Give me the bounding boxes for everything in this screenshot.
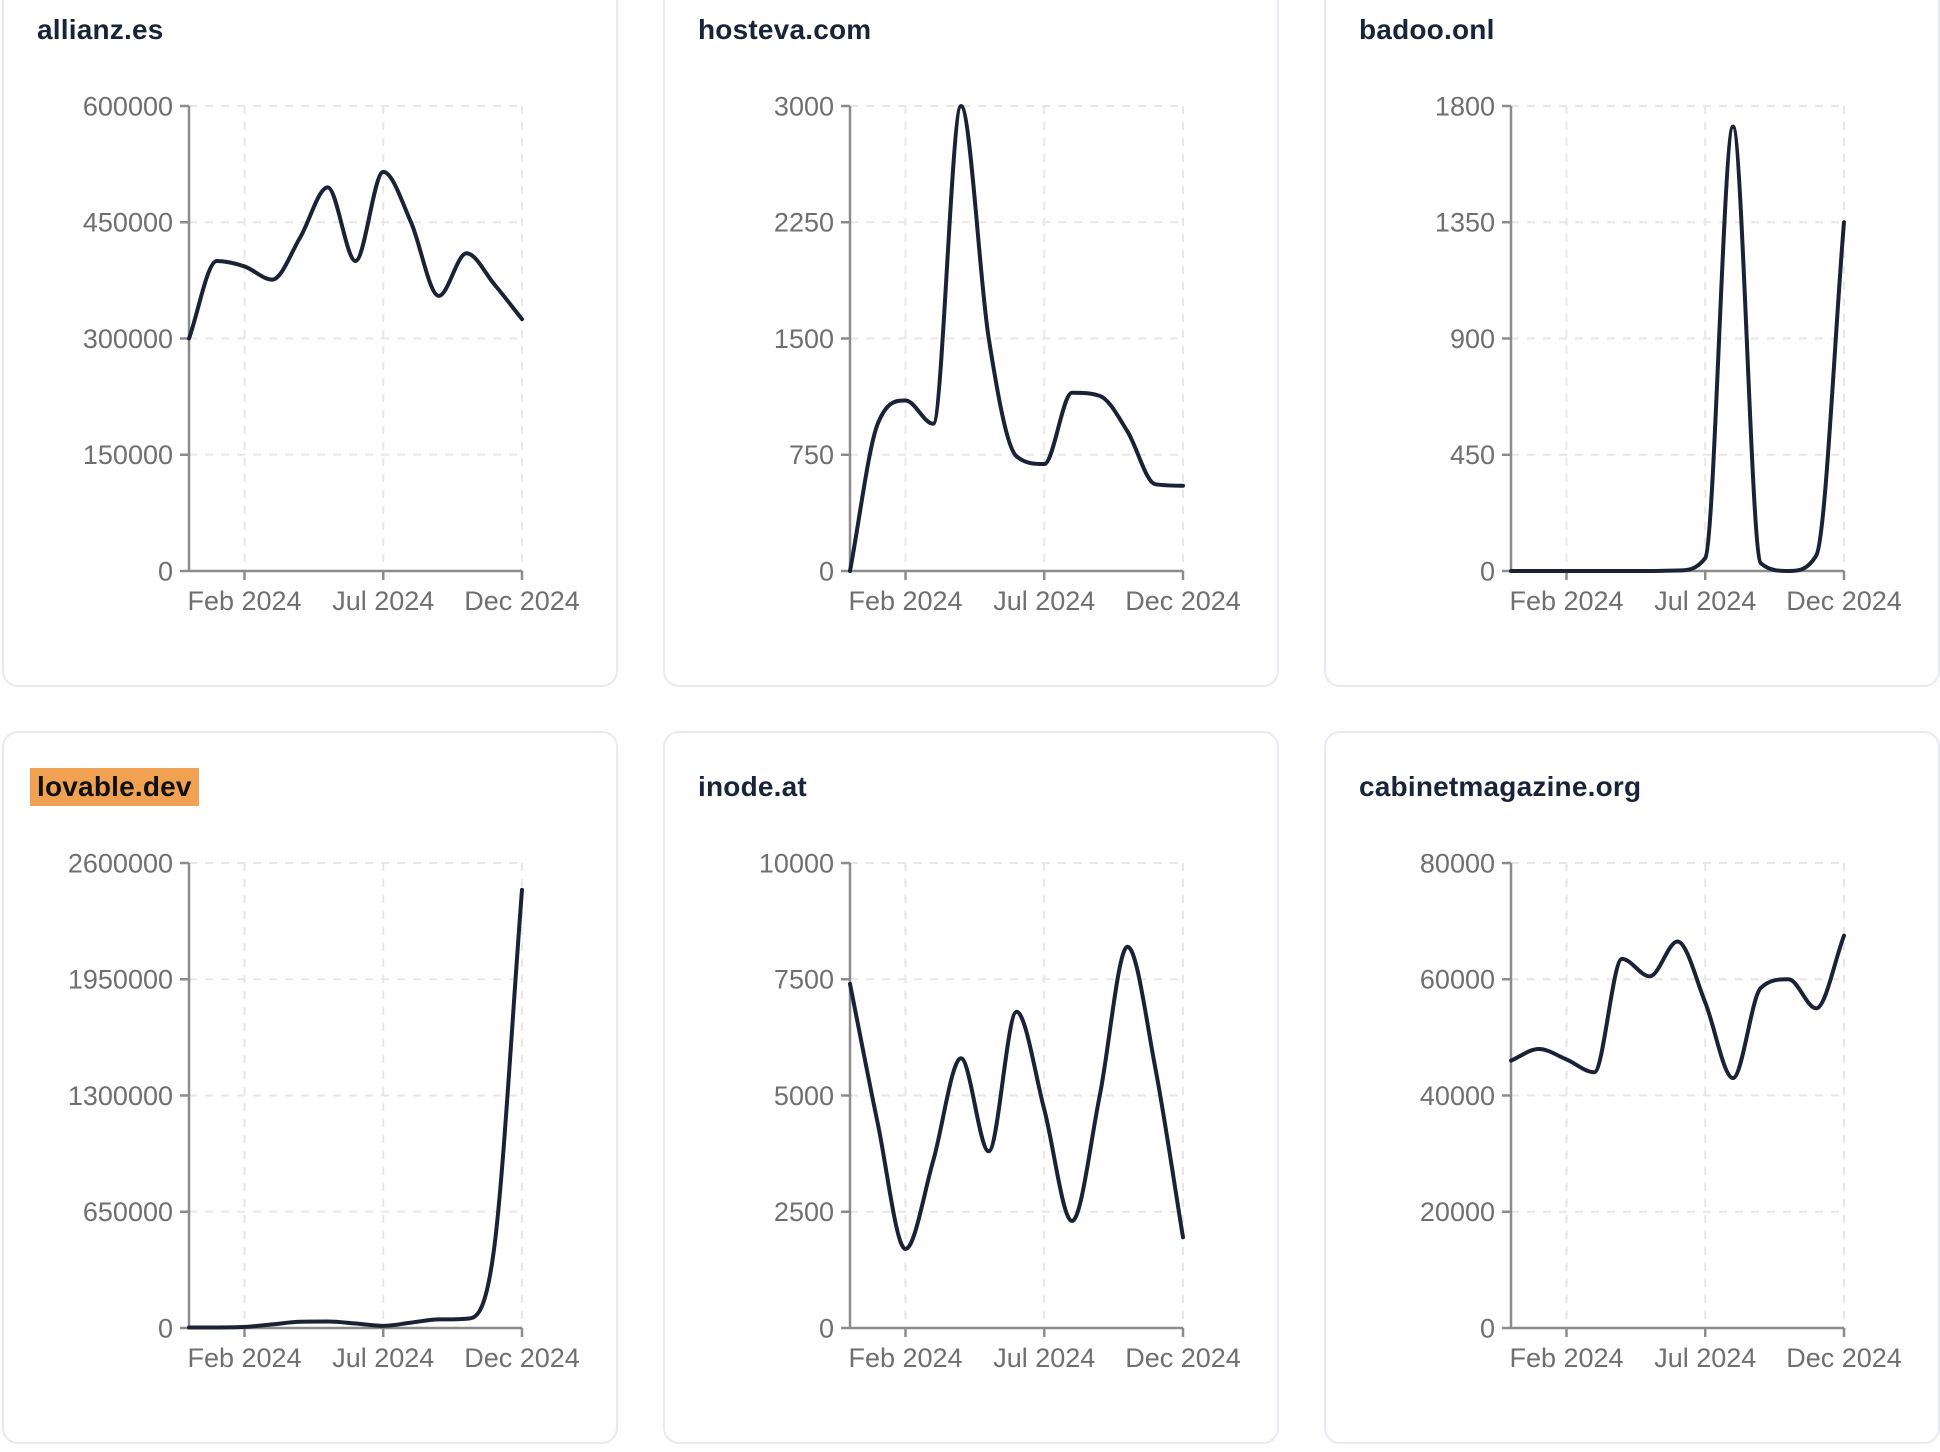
series-line xyxy=(1509,933,1846,1081)
y-tick-label: 600000 xyxy=(83,91,173,121)
y-tick-label: 0 xyxy=(1480,556,1495,586)
x-tick-label: Jul 2024 xyxy=(1654,1343,1756,1373)
x-tick-label: Dec 2024 xyxy=(1125,1343,1241,1373)
y-tick-label: 2250 xyxy=(774,208,834,238)
y-tick-label: 60000 xyxy=(1420,965,1495,995)
traffic-line-chart: 0 2500 5000 7500 10000 Feb 2024 Jul 2024 Dec 20… xyxy=(759,848,1241,1373)
y-tick-label: 0 xyxy=(819,556,834,586)
y-tick-label: 0 xyxy=(158,556,173,586)
y-tick-label: 1350 xyxy=(1435,208,1495,238)
y-tick-label: 20000 xyxy=(1420,1197,1495,1227)
domain-chart-card: inode.at 0 2500 5000 7500 10000 Feb 2024 Jul 2… xyxy=(663,731,1279,1444)
series-line xyxy=(187,887,524,1330)
y-tick-label: 650000 xyxy=(83,1197,173,1227)
y-tick-label: 7500 xyxy=(774,965,834,995)
x-tick-label: Feb 2024 xyxy=(848,1343,962,1373)
y-tick-label: 1950000 xyxy=(68,965,173,995)
y-tick-label: 0 xyxy=(158,1313,173,1343)
x-tick-label: Feb 2024 xyxy=(1509,1343,1623,1373)
traffic-line-chart: 0 20000 40000 60000 80000 Feb 2024 Jul 2024 Dec… xyxy=(1420,848,1902,1373)
domain-chart-card: lovable.dev 0 650000 1300000 1950000 2600000… xyxy=(2,731,618,1444)
domain-title[interactable]: inode.at xyxy=(698,771,807,802)
y-tick-label: 450 xyxy=(1450,440,1495,470)
traffic-line-chart: 0 750 1500 2250 3000 Feb 2024 Jul 2024 Dec 2024 xyxy=(774,91,1241,616)
x-tick-label: Feb 2024 xyxy=(187,1343,301,1373)
x-tick-label: Dec 2024 xyxy=(464,1343,580,1373)
y-tick-label: 900 xyxy=(1450,324,1495,354)
x-tick-label: Jul 2024 xyxy=(993,586,1095,616)
y-tick-label: 1300000 xyxy=(68,1081,173,1111)
series-line xyxy=(848,944,1185,1251)
y-tick-label: 3000 xyxy=(774,91,834,121)
domain-chart-card: cabinetmagazine.org 0 20000 40000 60000 8000… xyxy=(1324,731,1940,1444)
series-line xyxy=(187,169,524,341)
y-tick-label: 150000 xyxy=(83,440,173,470)
x-tick-label: Jul 2024 xyxy=(332,1343,434,1373)
domain-title[interactable]: allianz.es xyxy=(37,14,164,45)
x-tick-label: Dec 2024 xyxy=(1786,1343,1902,1373)
domain-chart-card: hosteva.com 0 750 1500 2250 3000 Feb 2024 Jul … xyxy=(663,0,1279,687)
domain-chart-card: allianz.es 0 150000 300000 450000 600000 Feb … xyxy=(2,0,618,687)
domain-title[interactable]: hosteva.com xyxy=(698,14,872,45)
y-tick-label: 2600000 xyxy=(68,848,173,878)
traffic-line-chart: 0 450 900 1350 1800 Feb 2024 Jul 2024 Dec 2024 xyxy=(1435,91,1902,616)
y-tick-label: 5000 xyxy=(774,1081,834,1111)
traffic-line-chart: 0 650000 1300000 1950000 2600000 Feb 2024 Jul … xyxy=(68,848,580,1373)
x-tick-label: Feb 2024 xyxy=(848,586,962,616)
y-tick-label: 80000 xyxy=(1420,848,1495,878)
x-tick-label: Feb 2024 xyxy=(187,586,301,616)
traffic-line-chart: 0 150000 300000 450000 600000 Feb 2024 Jul 202… xyxy=(83,91,580,616)
domain-chart-card: badoo.onl 0 450 900 1350 1800 Feb 2024 Jul 202… xyxy=(1324,0,1940,687)
y-tick-label: 1500 xyxy=(774,324,834,354)
x-tick-label: Dec 2024 xyxy=(1125,586,1241,616)
y-tick-label: 0 xyxy=(819,1313,834,1343)
x-tick-label: Dec 2024 xyxy=(464,586,580,616)
x-tick-label: Dec 2024 xyxy=(1786,586,1902,616)
x-tick-label: Jul 2024 xyxy=(332,586,434,616)
series-line xyxy=(1509,124,1846,573)
y-tick-label: 300000 xyxy=(83,324,173,354)
y-tick-label: 40000 xyxy=(1420,1081,1495,1111)
x-tick-label: Jul 2024 xyxy=(993,1343,1095,1373)
y-tick-label: 0 xyxy=(1480,1313,1495,1343)
domain-title[interactable]: cabinetmagazine.org xyxy=(1359,771,1642,802)
x-tick-label: Jul 2024 xyxy=(1654,586,1756,616)
y-tick-label: 750 xyxy=(789,440,834,470)
x-tick-label: Feb 2024 xyxy=(1509,586,1623,616)
domain-title[interactable]: lovable.dev xyxy=(30,768,199,806)
y-tick-label: 450000 xyxy=(83,208,173,238)
y-tick-label: 1800 xyxy=(1435,91,1495,121)
series-line xyxy=(848,104,1185,573)
y-tick-label: 10000 xyxy=(759,848,834,878)
y-tick-label: 2500 xyxy=(774,1197,834,1227)
domain-title[interactable]: badoo.onl xyxy=(1359,14,1495,45)
